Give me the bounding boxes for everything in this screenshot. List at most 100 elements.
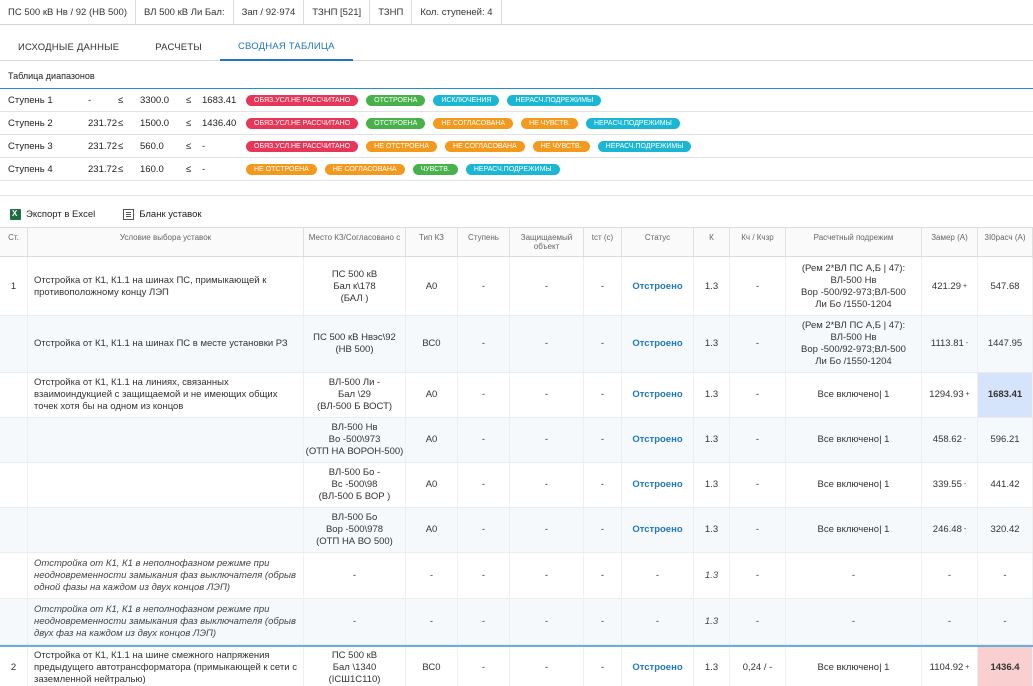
cell-stup-text: - (481, 615, 486, 627)
status-badge: НЕРАСЧ.ПОДРЕЖИМЫ (586, 117, 680, 129)
cell-calc: 441.42 (978, 463, 1033, 507)
cell-cond-text: Отстройка от К1, К1 в неполнофазном режи… (34, 603, 296, 639)
cell-status: Отстроено (622, 647, 694, 686)
cell-type-text: А0 (425, 280, 438, 292)
measure-sign: + (962, 282, 968, 290)
tab-0[interactable]: ИСХОДНЫЕ ДАННЫЕ (18, 42, 120, 53)
cell-k: 1.3 (694, 647, 730, 686)
column-header[interactable]: Ступень (458, 228, 510, 258)
cell-status: Отстроено (622, 316, 694, 372)
topbar-segment: Зап / 92·974 (234, 0, 305, 25)
cell-type-text: - (429, 615, 434, 627)
cell-status-text[interactable]: Отстроено (632, 338, 683, 349)
tab-2[interactable]: СВОДНАЯ ТАБЛИЦА (219, 34, 353, 61)
status-badge: ОТСТРОЕНА (366, 94, 426, 106)
column-header[interactable]: 3I0расч (А) (978, 228, 1033, 258)
cell-status-text[interactable]: Отстроено (632, 479, 683, 490)
cell-status-text[interactable]: Отстроено (632, 280, 683, 292)
cell-obj: - (510, 258, 584, 315)
column-header[interactable]: Замер (А) (922, 228, 978, 258)
status-badge: ИСКЛЮЧЕНИЯ (433, 94, 500, 106)
cell-kch: - (730, 599, 786, 644)
range-step: Ступень 1 (8, 94, 53, 106)
cell-calc-text: 1436.4 (990, 662, 1020, 673)
range-row: Ступень 3 231.72 ≤560.0 ≤ - ОБЯЗ.УСЛ.НЕ РАССЧ… (0, 135, 1033, 158)
cell-status-text[interactable]: Отстроено (632, 389, 683, 400)
export-excel-button[interactable]: Экспорт в Excel (10, 208, 95, 220)
column-header[interactable]: Статус (622, 228, 694, 258)
cell-mode: - (786, 553, 922, 598)
cell-mode: Все включено| 1 (786, 647, 922, 686)
cell-obj-text: - (544, 389, 549, 400)
cell-stup: - (458, 316, 510, 372)
cell-status: Отстроено (622, 508, 694, 552)
status-badge: НЕ ОТСТРОЕНА (246, 163, 317, 175)
cell-st-text: 2 (10, 662, 17, 673)
cell-status-text[interactable]: Отстроено (632, 524, 683, 535)
table-row[interactable]: 1 Отстройка от К1, К1.1 на шинах ПС, прим… (0, 258, 1033, 316)
cell-place: ВЛ-500 Ли - Бал \29 (ВЛ-500 Б ВОСТ) (304, 373, 406, 417)
range-badges: НЕ ОТСТРОЕНА НЕ СОГЛАСОВАНА ЧУВСТВ. НЕРАСЧ.… (246, 163, 560, 175)
table-row[interactable]: ВЛ-500 Бо - Вс -500\98 (ВЛ-500 Б ВОР ) А0… (0, 463, 1033, 508)
cell-meas: 1104.92 + (922, 647, 978, 686)
cell-place-text: ПС 500 кВ Бал к\178 (БАЛ ) (331, 268, 378, 304)
column-header[interactable]: Тип КЗ (406, 228, 458, 258)
cell-t: - (584, 647, 622, 686)
cell-type: ВС0 (406, 647, 458, 686)
range-le2: ≤ (186, 94, 192, 106)
cell-meas-text: 339.55 (932, 479, 962, 490)
cell-meas: 421.29 + (922, 258, 978, 315)
range-a: 231.72 (88, 163, 118, 175)
cell-cond (28, 418, 304, 462)
table-row[interactable]: Отстройка от К1, К1.1 на шинах ПС в мест… (0, 316, 1033, 373)
cell-t: - (584, 258, 622, 315)
cell-stup: - (458, 553, 510, 598)
cell-status-text[interactable]: - (655, 569, 660, 581)
cell-calc-text: 596.21 (990, 434, 1020, 445)
cell-stup-text: - (481, 338, 486, 349)
ranges-footer (0, 182, 1033, 196)
column-header[interactable]: Защищаемый объект (510, 228, 584, 258)
cell-place: ПС 500 кВ Бал \1340 (ІСШ1С110) (304, 647, 406, 686)
blank-settings-button[interactable]: Бланк уставок (123, 208, 202, 220)
column-header[interactable]: tст (с) (584, 228, 622, 258)
status-badge: ОБЯЗ.УСЛ.НЕ РАССЧИТАНО (246, 94, 359, 106)
column-header[interactable]: Кч / Кчзр (730, 228, 786, 258)
table-row[interactable]: 2 Отстройка от К1, К1.1 на шине смежного … (0, 645, 1033, 686)
cell-stup-text: - (481, 280, 486, 292)
column-header[interactable]: Условие выбора уставок (28, 228, 304, 258)
table-row[interactable]: Отстройка от К1, К1.1 на линиях, связанн… (0, 373, 1033, 418)
cell-st (0, 508, 28, 552)
column-header[interactable]: Ст. (0, 228, 28, 258)
cell-type-text: А0 (425, 389, 438, 400)
status-badge: ОБЯЗ.УСЛ.НЕ РАССЧИТАНО (246, 140, 359, 152)
range-le2: ≤ (186, 140, 192, 152)
cell-status-text[interactable]: - (655, 615, 660, 627)
cell-obj-text: - (544, 479, 549, 490)
cell-mode: Все включено| 1 (786, 373, 922, 417)
cell-t: - (584, 316, 622, 372)
cell-t-text: - (600, 338, 605, 349)
table-row[interactable]: Отстройка от К1, К1 в неполнофазном режи… (0, 553, 1033, 599)
cell-kch-text: - (755, 479, 760, 490)
cell-kch-text: - (755, 615, 760, 627)
column-header[interactable]: Расчетный подрежим (786, 228, 922, 258)
cell-k-text: 1.3 (704, 615, 719, 627)
column-header[interactable]: Место КЗ/Согласовано с (304, 228, 406, 258)
cell-status-text[interactable]: Отстроено (632, 662, 683, 673)
cell-stup-text: - (481, 569, 486, 581)
table-row[interactable]: ВЛ-500 Нв Во -500\973 (ОТП НА ВОРОН-500)… (0, 418, 1033, 463)
range-c: 1683.41 (202, 94, 237, 106)
table-row[interactable]: ВЛ-500 Бо Вор -500\978 (ОТП НА ВО 500) А0… (0, 508, 1033, 553)
range-c: 1436.40 (202, 117, 237, 129)
toolbar: Экспорт в Excel Бланк уставок (0, 204, 1033, 224)
cell-t-text: - (600, 434, 605, 445)
cell-type-text: А0 (425, 479, 438, 490)
cell-status-text[interactable]: Отстроено (632, 434, 683, 445)
column-header[interactable]: К (694, 228, 730, 258)
tab-1[interactable]: РАСЧЕТЫ (155, 42, 202, 53)
cell-type-text: А0 (425, 524, 438, 535)
cell-meas: 1113.81- (922, 316, 978, 372)
table-row[interactable]: Отстройка от К1, К1 в неполнофазном режи… (0, 599, 1033, 645)
cell-meas-text: 1113.81 (930, 338, 964, 349)
